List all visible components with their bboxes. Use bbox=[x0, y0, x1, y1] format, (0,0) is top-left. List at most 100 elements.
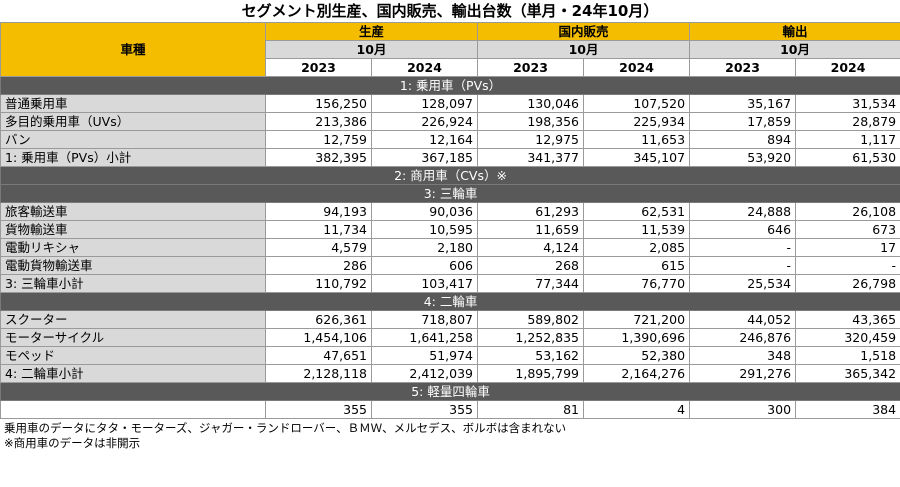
section-header: 2: 商用車（CVs）※ bbox=[0, 166, 900, 185]
row-label: 旅客輸送車 bbox=[0, 202, 266, 221]
cell-value: 81 bbox=[477, 400, 585, 419]
subtotal-row: 1: 乗用車（PVs）小計 382,395 367,185 341,377 34… bbox=[0, 148, 900, 167]
year-header: 2024 bbox=[583, 58, 691, 77]
table-row: 電動貨物輸送車 286 606 268 615 - - bbox=[0, 256, 900, 275]
export-header: 輸出 bbox=[689, 22, 900, 41]
row-label: 3: 三輪車小計 bbox=[0, 274, 266, 293]
row-label bbox=[0, 400, 266, 419]
cell-value: 12,759 bbox=[265, 130, 372, 149]
cell-value: 213,386 bbox=[265, 112, 372, 131]
cell-value: 130,046 bbox=[477, 94, 585, 113]
cell-value: 1,518 bbox=[795, 346, 900, 365]
cell-value: 626,361 bbox=[265, 310, 372, 329]
cell-value: 721,200 bbox=[583, 310, 691, 329]
cell-value: 646 bbox=[689, 220, 797, 239]
cell-value: 1,641,258 bbox=[370, 328, 479, 347]
cell-value: 31,534 bbox=[795, 94, 900, 113]
month-header: 10月 bbox=[689, 40, 900, 59]
row-label: 4: 二輪車小計 bbox=[0, 364, 266, 383]
cell-value: 103,417 bbox=[370, 274, 479, 293]
table-row: モーターサイクル 1,454,106 1,641,258 1,252,835 1… bbox=[0, 328, 900, 347]
cell-value: 246,876 bbox=[689, 328, 797, 347]
cell-value: 4,124 bbox=[477, 238, 585, 257]
cell-value: 4,579 bbox=[265, 238, 372, 257]
cell-value: 61,293 bbox=[477, 202, 585, 221]
cell-value: - bbox=[795, 256, 900, 275]
footnote: ※商用車のデータは非開示 bbox=[4, 436, 141, 450]
month-header: 10月 bbox=[477, 40, 691, 59]
cell-value: 43,365 bbox=[795, 310, 900, 329]
cell-value: 26,798 bbox=[795, 274, 900, 293]
cell-value: 11,734 bbox=[265, 220, 372, 239]
cell-value: 1,895,799 bbox=[477, 364, 585, 383]
cell-value: 606 bbox=[370, 256, 479, 275]
cell-value: 61,530 bbox=[795, 148, 900, 167]
row-label: 電動貨物輸送車 bbox=[0, 256, 266, 275]
cell-value: 11,653 bbox=[583, 130, 691, 149]
year-header: 2023 bbox=[689, 58, 797, 77]
year-header: 2024 bbox=[795, 58, 900, 77]
row-label: バン bbox=[0, 130, 266, 149]
table-row: 355 355 81 4 300 384 bbox=[0, 400, 900, 419]
segment-table: 車種 生産 国内販売 輸出 10月 10月 10月 2023 2024 2023… bbox=[0, 22, 900, 419]
cell-value: 355 bbox=[265, 400, 372, 419]
table-row: 普通乗用車 156,250 128,097 130,046 107,520 35… bbox=[0, 94, 900, 113]
cell-value: 2,180 bbox=[370, 238, 479, 257]
cell-value: 107,520 bbox=[583, 94, 691, 113]
table-row: バン 12,759 12,164 12,975 11,653 894 1,117 bbox=[0, 130, 900, 149]
cell-value: 291,276 bbox=[689, 364, 797, 383]
cell-value: 24,888 bbox=[689, 202, 797, 221]
cell-value: 62,531 bbox=[583, 202, 691, 221]
year-header: 2023 bbox=[265, 58, 372, 77]
cell-value: 10,595 bbox=[370, 220, 479, 239]
row-label: 多目的乗用車（UVs） bbox=[0, 112, 266, 131]
cell-value: 718,807 bbox=[370, 310, 479, 329]
cell-value: 53,920 bbox=[689, 148, 797, 167]
cell-value: 382,395 bbox=[265, 148, 372, 167]
row-label: スクーター bbox=[0, 310, 266, 329]
cell-value: - bbox=[689, 238, 797, 257]
cell-value: 128,097 bbox=[370, 94, 479, 113]
domestic-sales-header: 国内販売 bbox=[477, 22, 691, 41]
cell-value: 1,454,106 bbox=[265, 328, 372, 347]
cell-value: 156,250 bbox=[265, 94, 372, 113]
cell-value: 367,185 bbox=[370, 148, 479, 167]
table-row: 貨物輸送車 11,734 10,595 11,659 11,539 646 67… bbox=[0, 220, 900, 239]
cell-value: 17,859 bbox=[689, 112, 797, 131]
cell-value: 110,792 bbox=[265, 274, 372, 293]
cell-value: 226,924 bbox=[370, 112, 479, 131]
cell-value: 35,167 bbox=[689, 94, 797, 113]
cell-value: 268 bbox=[477, 256, 585, 275]
cell-value: 365,342 bbox=[795, 364, 900, 383]
cell-value: 355 bbox=[370, 400, 479, 419]
section-header: 3: 三輪車 bbox=[0, 184, 900, 203]
cell-value: 94,193 bbox=[265, 202, 372, 221]
row-label: 電動リキシャ bbox=[0, 238, 266, 257]
cell-value: 28,879 bbox=[795, 112, 900, 131]
cell-value: 51,974 bbox=[370, 346, 479, 365]
section-header: 1: 乗用車（PVs） bbox=[0, 76, 900, 95]
cell-value: 345,107 bbox=[583, 148, 691, 167]
cell-value: 2,164,276 bbox=[583, 364, 691, 383]
cell-value: 341,377 bbox=[477, 148, 585, 167]
cell-value: 300 bbox=[689, 400, 797, 419]
cell-value: 44,052 bbox=[689, 310, 797, 329]
cell-value: 225,934 bbox=[583, 112, 691, 131]
cell-value: 894 bbox=[689, 130, 797, 149]
cell-value: 53,162 bbox=[477, 346, 585, 365]
year-header: 2024 bbox=[370, 58, 479, 77]
cell-value: 47,651 bbox=[265, 346, 372, 365]
cell-value: 76,770 bbox=[583, 274, 691, 293]
cell-value: 11,539 bbox=[583, 220, 691, 239]
cell-value: 2,085 bbox=[583, 238, 691, 257]
table-row: 電動リキシャ 4,579 2,180 4,124 2,085 - 17 bbox=[0, 238, 900, 257]
cell-value: 1,117 bbox=[795, 130, 900, 149]
cell-value: 1,390,696 bbox=[583, 328, 691, 347]
table-row: 旅客輸送車 94,193 90,036 61,293 62,531 24,888… bbox=[0, 202, 900, 221]
vehicle-type-header: 車種 bbox=[0, 22, 266, 77]
row-label: 1: 乗用車（PVs）小計 bbox=[0, 148, 266, 167]
month-header: 10月 bbox=[264, 40, 479, 59]
cell-value: 77,344 bbox=[477, 274, 585, 293]
cell-value: 17 bbox=[795, 238, 900, 257]
subtotal-row: 4: 二輪車小計 2,128,118 2,412,039 1,895,799 2… bbox=[0, 364, 900, 383]
